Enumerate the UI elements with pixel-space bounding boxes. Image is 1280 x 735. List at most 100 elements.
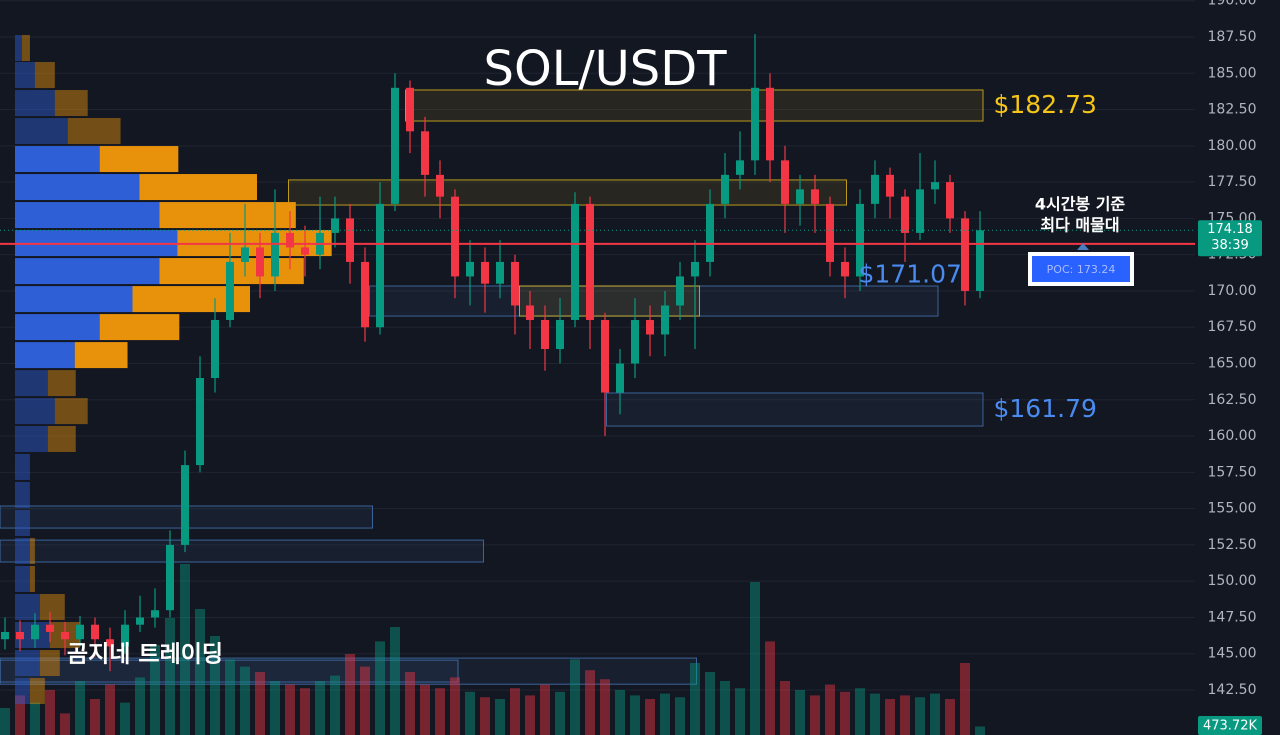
volume-bar (465, 691, 475, 735)
volume-bar (915, 697, 925, 735)
volume-bar (375, 641, 385, 735)
volume-bar (435, 688, 445, 735)
profile-buy (15, 398, 55, 425)
profile-sell (34, 62, 55, 89)
candle-body (616, 363, 624, 393)
chart-title: SOL/USDT (483, 41, 727, 97)
volume-bar (930, 693, 940, 735)
profile-sell (39, 594, 65, 621)
candle-body (46, 624, 54, 632)
volume-bar (570, 659, 580, 735)
volume-bar (585, 670, 595, 735)
y-tick-label: 157.50 (1208, 464, 1257, 480)
y-tick-label: 142.50 (1208, 682, 1257, 698)
volume-bar (180, 564, 190, 735)
profile-buy (15, 35, 22, 62)
candle-body (571, 203, 579, 320)
candle-body (421, 131, 429, 175)
volume-bar (45, 690, 55, 735)
profile-buy (15, 342, 75, 369)
candle-body (76, 624, 84, 640)
candle-body (556, 319, 564, 349)
volume-bar (75, 681, 85, 735)
volume-bar (315, 681, 325, 735)
profile-buy (15, 314, 100, 341)
y-tick-label: 187.50 (1208, 29, 1257, 45)
candle-body (541, 319, 549, 349)
candle-body (361, 261, 369, 328)
profile-buy (15, 565, 30, 593)
volume-bar (210, 636, 220, 735)
candle-body (211, 319, 219, 379)
profile-buy (15, 62, 35, 89)
profile-buy (15, 509, 30, 536)
volume-bar (825, 684, 835, 735)
volume-bar (360, 666, 370, 735)
volume-bar (660, 693, 670, 735)
candle-body (166, 544, 174, 611)
volume-bar (780, 681, 790, 735)
y-tick-label: 182.50 (1208, 102, 1257, 118)
volume-bar (855, 688, 865, 735)
candle-body (781, 160, 789, 204)
candle-body (286, 232, 294, 248)
volume-bar (345, 654, 355, 735)
candle-body (601, 319, 609, 393)
candle-body (301, 247, 309, 255)
volume-bar (600, 679, 610, 735)
candle-body (631, 319, 639, 364)
candle-body (976, 230, 984, 291)
y-tick-label: 145.00 (1208, 646, 1257, 662)
candle-body (721, 174, 729, 204)
volume-bar (645, 699, 655, 735)
volume-bar (405, 672, 415, 735)
profile-sell (139, 174, 257, 201)
annotation: 4시간봉 기준 (1035, 195, 1126, 214)
volume-bar (750, 582, 760, 735)
volume-bar (540, 684, 550, 735)
volume-bar (690, 663, 700, 735)
price-label: $182.73 (994, 90, 1097, 119)
profile-sell (29, 537, 35, 564)
volume-bar (615, 690, 625, 735)
volume-bar (720, 681, 730, 735)
volume-bar (735, 688, 745, 735)
volume-badge (1198, 716, 1262, 735)
volume-bar (240, 666, 250, 735)
candle-body (451, 196, 459, 277)
candle-body (196, 378, 204, 466)
annotation: 최다 매물대 (1040, 216, 1119, 235)
candle-body (691, 261, 699, 277)
candle-body (496, 261, 504, 284)
candle-body (436, 174, 444, 197)
volume-bar (495, 699, 505, 735)
candle-body (376, 203, 384, 328)
volume-bar (420, 684, 430, 735)
candle-body (256, 247, 264, 277)
profile-buy (15, 118, 68, 145)
y-tick-label: 162.50 (1208, 392, 1257, 408)
volume-bar (270, 681, 280, 735)
volume-bar (255, 672, 265, 735)
volume-bar (795, 690, 805, 735)
candle-body (106, 639, 114, 647)
candle-body (661, 305, 669, 335)
candle-body (331, 218, 339, 233)
y-tick-label: 167.50 (1208, 319, 1257, 335)
profile-sell (67, 118, 121, 145)
volume-bar (60, 713, 70, 735)
candle-body (706, 203, 714, 262)
candle-body (16, 631, 24, 640)
candle-body (391, 87, 399, 204)
volume-bar (30, 702, 40, 735)
candle-body (181, 465, 189, 545)
profile-sell (99, 146, 179, 173)
profile-sell (39, 650, 60, 677)
profile-buy (15, 90, 55, 117)
candle-body (931, 182, 939, 190)
poc-label: POC: 173.24 (1047, 263, 1116, 276)
candle-body (31, 624, 39, 640)
profile-buy (15, 146, 100, 173)
volume-bar (225, 659, 235, 735)
